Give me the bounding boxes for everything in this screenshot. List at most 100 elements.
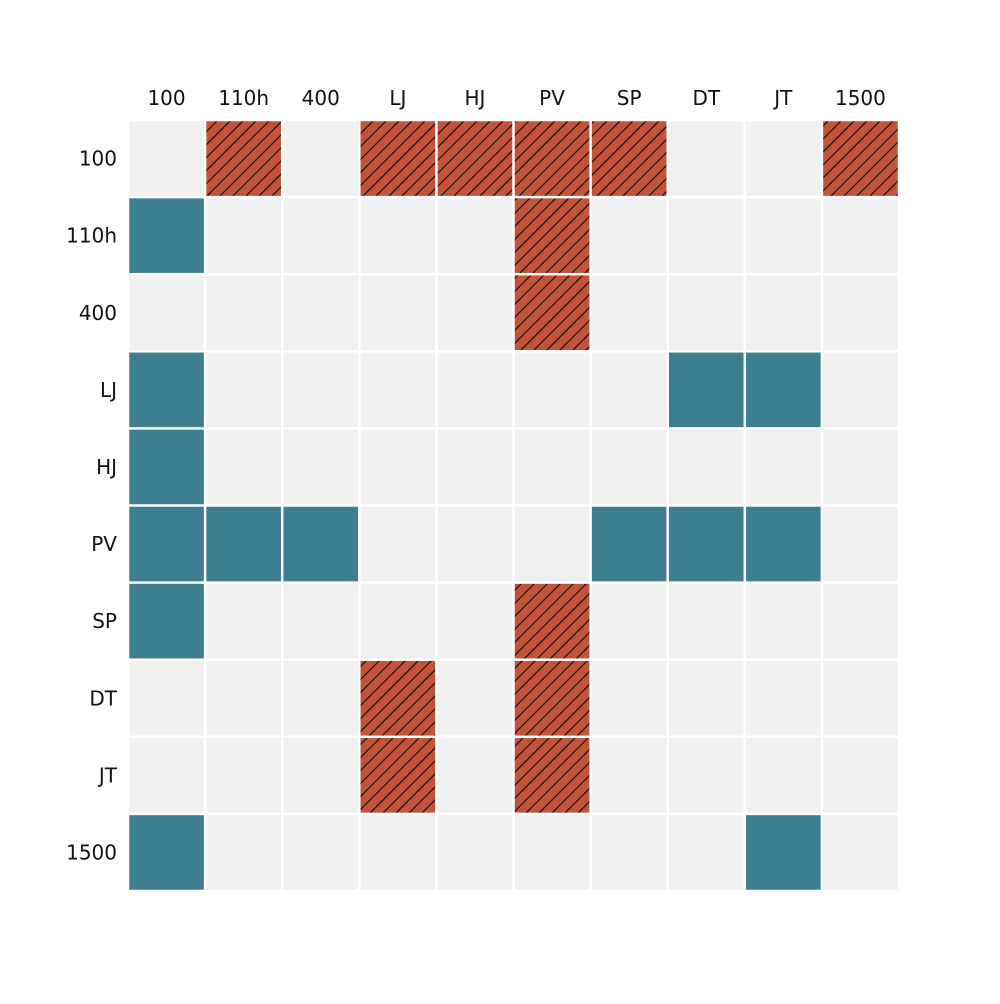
cell-DT-HJ-empty — [437, 660, 513, 736]
cell-JT-PV-hatched-orange — [514, 738, 590, 813]
cell-400-400-empty — [283, 275, 359, 351]
cell-JT-400-empty — [283, 738, 359, 813]
cell-SP-HJ-empty — [437, 583, 513, 659]
cell-PV-HJ-empty — [437, 506, 513, 582]
cell-JT-JT-empty — [746, 738, 821, 813]
cell-PV-SP-teal — [591, 506, 667, 582]
cell-1500-SP-empty — [591, 815, 667, 890]
cell-PV-JT-teal — [746, 506, 821, 582]
cell-110h-HJ-empty — [437, 198, 513, 273]
cell-LJ-HJ-empty — [437, 352, 513, 428]
x-tick-label: DT — [692, 86, 720, 110]
cell-DT-400-empty — [283, 660, 359, 736]
cell-HJ-110h-empty — [206, 429, 281, 505]
cell-1500-JT-teal — [746, 815, 821, 890]
cell-110h-1500-empty — [823, 198, 898, 273]
y-tick-label: 1500 — [66, 840, 117, 864]
y-tick-label: DT — [89, 686, 117, 710]
y-tick-label: 100 — [79, 147, 117, 171]
cell-DT-110h-empty — [206, 660, 281, 736]
y-tick-labels: 100 110h 400 LJ HJ PV SP DT JT 1500 — [66, 147, 118, 865]
cell-LJ-DT-teal — [668, 352, 744, 428]
cell-1500-DT-empty — [668, 815, 744, 890]
cell-PV-LJ-empty — [360, 506, 436, 582]
cell-SP-SP-empty — [591, 583, 667, 659]
cell-1500-100-teal — [129, 815, 204, 890]
cell-DT-PV-hatched-orange — [514, 660, 590, 736]
cell-DT-1500-empty — [823, 660, 898, 736]
cell-SP-1500-empty — [823, 583, 898, 659]
cell-JT-SP-empty — [591, 738, 667, 813]
cell-HJ-SP-empty — [591, 429, 667, 505]
cell-PV-100-teal — [129, 506, 204, 582]
cell-LJ-100-teal — [129, 352, 204, 428]
cell-DT-JT-empty — [746, 660, 821, 736]
x-tick-label: 100 — [147, 86, 185, 110]
x-tick-label: JT — [772, 86, 793, 110]
cell-PV-400-teal — [283, 506, 359, 582]
cell-100-1500-hatched-orange — [823, 121, 898, 196]
cell-DT-LJ-hatched-orange — [360, 660, 436, 736]
cell-PV-DT-teal — [668, 506, 744, 582]
x-tick-label: LJ — [389, 86, 406, 110]
cell-SP-DT-empty — [668, 583, 744, 659]
cell-1500-PV-empty — [514, 815, 590, 890]
cell-400-HJ-empty — [437, 275, 513, 351]
cell-HJ-PV-empty — [514, 429, 590, 505]
cell-100-110h-hatched-orange — [206, 121, 281, 196]
cell-PV-1500-empty — [823, 506, 898, 582]
cell-HJ-JT-empty — [746, 429, 821, 505]
cell-1500-1500-empty — [823, 815, 898, 890]
cell-110h-JT-empty — [746, 198, 821, 273]
cell-400-JT-empty — [746, 275, 821, 351]
cell-400-PV-hatched-orange — [514, 275, 590, 351]
cell-100-HJ-hatched-orange — [437, 121, 513, 196]
cell-JT-HJ-empty — [437, 738, 513, 813]
cell-LJ-SP-empty — [591, 352, 667, 428]
cell-1500-110h-empty — [206, 815, 281, 890]
cell-HJ-LJ-empty — [360, 429, 436, 505]
cell-LJ-PV-empty — [514, 352, 590, 428]
x-tick-label: 400 — [302, 86, 340, 110]
cell-LJ-110h-empty — [206, 352, 281, 428]
x-tick-label: 1500 — [835, 86, 886, 110]
cell-SP-JT-empty — [746, 583, 821, 659]
x-tick-label: 110h — [218, 86, 269, 110]
cell-400-110h-empty — [206, 275, 281, 351]
cell-DT-DT-empty — [668, 660, 744, 736]
cell-HJ-DT-empty — [668, 429, 744, 505]
cell-LJ-1500-empty — [823, 352, 898, 428]
cell-HJ-100-teal — [129, 429, 204, 505]
cell-SP-PV-hatched-orange — [514, 583, 590, 659]
cell-JT-100-empty — [129, 738, 204, 813]
cell-SP-400-empty — [283, 583, 359, 659]
cell-100-SP-hatched-orange — [591, 121, 667, 196]
cell-JT-DT-empty — [668, 738, 744, 813]
cell-HJ-1500-empty — [823, 429, 898, 505]
y-tick-label: 400 — [79, 301, 117, 325]
y-tick-label: SP — [92, 609, 117, 633]
cell-110h-PV-hatched-orange — [514, 198, 590, 273]
cell-LJ-400-empty — [283, 352, 359, 428]
cell-1500-HJ-empty — [437, 815, 513, 890]
cell-SP-110h-empty — [206, 583, 281, 659]
cell-400-DT-empty — [668, 275, 744, 351]
cell-110h-DT-empty — [668, 198, 744, 273]
cell-110h-110h-empty — [206, 198, 281, 273]
cell-SP-100-teal — [129, 583, 204, 659]
cell-100-100-empty — [129, 121, 204, 196]
cell-LJ-LJ-empty — [360, 352, 436, 428]
cell-400-SP-empty — [591, 275, 667, 351]
y-tick-label: HJ — [96, 455, 117, 479]
cell-LJ-JT-teal — [746, 352, 821, 428]
cell-110h-SP-empty — [591, 198, 667, 273]
cells-layer — [129, 121, 898, 890]
x-tick-label: PV — [539, 86, 565, 110]
cell-HJ-HJ-empty — [437, 429, 513, 505]
cell-100-DT-empty — [668, 121, 744, 196]
cell-HJ-400-empty — [283, 429, 359, 505]
cell-100-JT-empty — [746, 121, 821, 196]
cell-100-LJ-hatched-orange — [360, 121, 436, 196]
cell-110h-400-empty — [283, 198, 359, 273]
